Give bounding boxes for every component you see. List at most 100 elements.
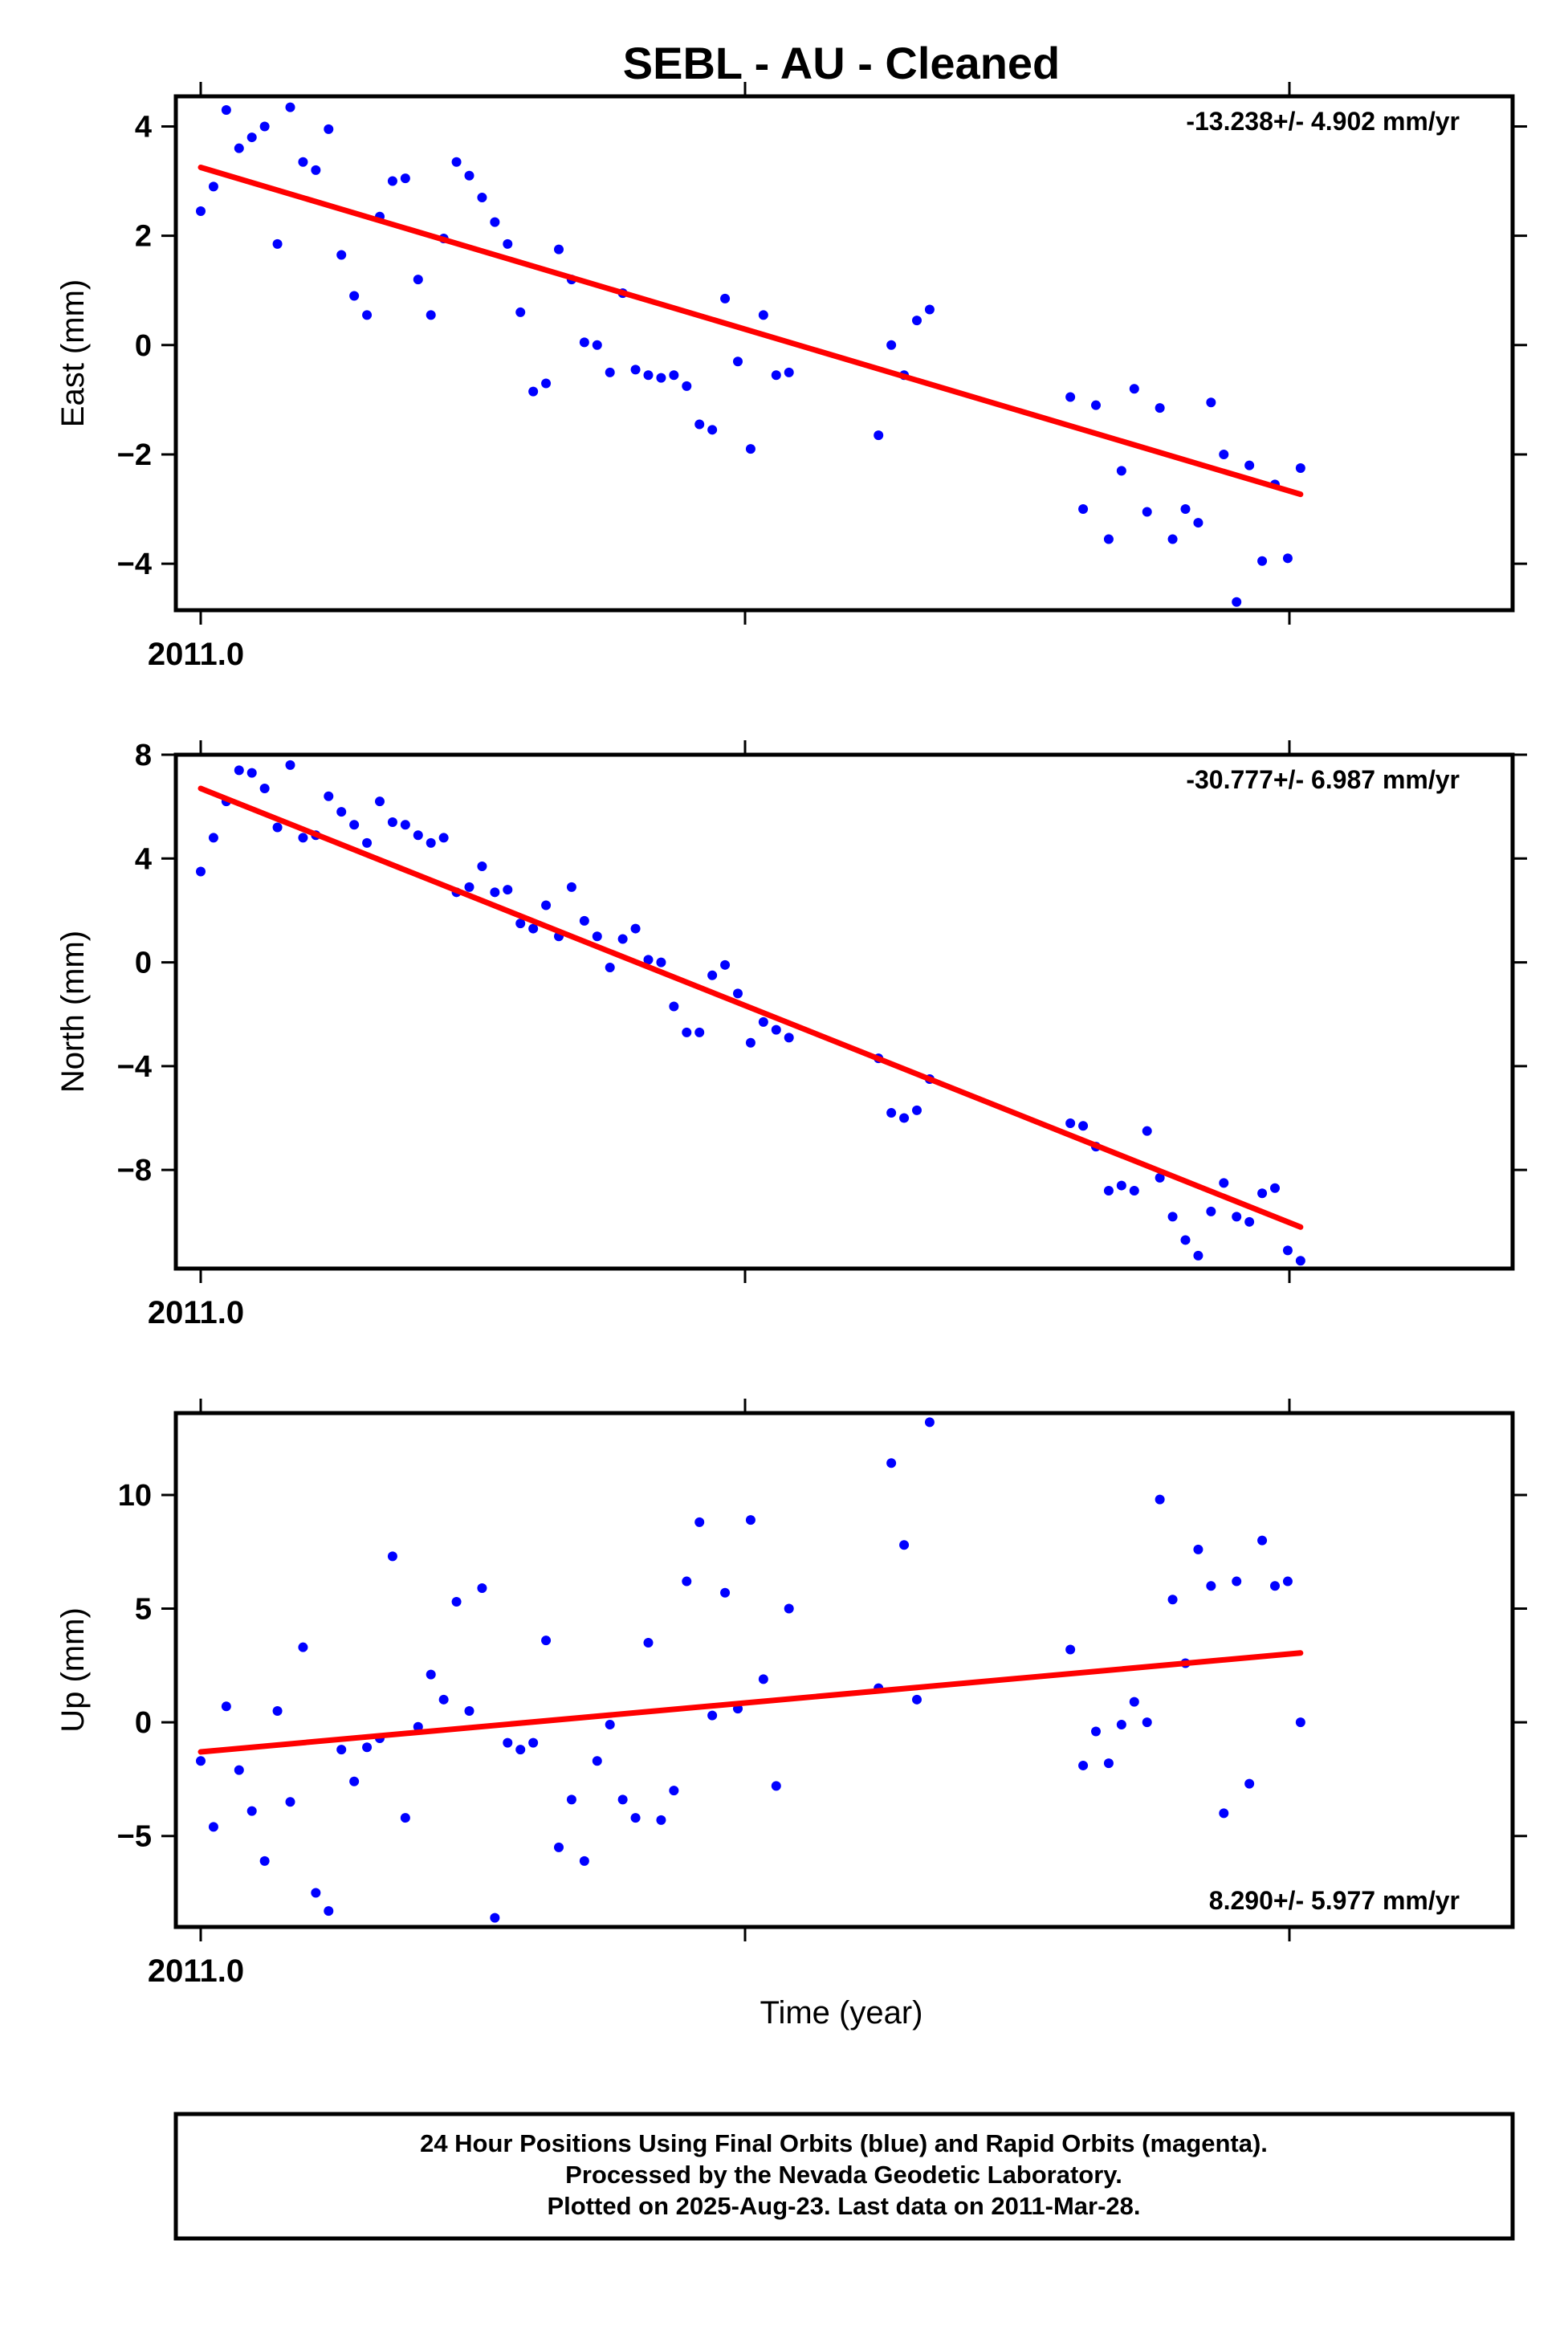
up-data-point <box>515 1745 526 1755</box>
up-data-point <box>438 1694 449 1705</box>
north-data-point <box>630 923 641 934</box>
north-data-point <box>656 957 666 967</box>
north-data-point <box>208 833 218 843</box>
up-data-point <box>1065 1644 1076 1655</box>
up-data-point <box>771 1781 781 1791</box>
east-trend-line <box>198 165 1304 498</box>
east-data-point <box>451 157 462 167</box>
east-data-point <box>259 121 270 132</box>
up-data-point <box>311 1888 321 1898</box>
footer-line-2: Processed by the Nevada Geodetic Laborat… <box>565 2161 1122 2189</box>
north-data-point <box>528 923 539 934</box>
up-data-point <box>234 1765 244 1775</box>
up-data-point <box>554 1842 564 1852</box>
north-data-point <box>1193 1250 1203 1261</box>
up-data-point <box>477 1583 487 1594</box>
east-data-point <box>311 165 321 175</box>
east-data-point <box>1103 534 1114 544</box>
north-data-point <box>490 887 500 898</box>
east-data-point <box>1219 449 1229 459</box>
east-data-point <box>324 124 334 134</box>
north-data-point <box>1295 1256 1305 1266</box>
x-tick-label: 2011.0 <box>148 1953 244 1989</box>
up-data-point <box>1103 1758 1114 1769</box>
up-data-point <box>451 1597 462 1607</box>
up-data-point <box>682 1576 692 1587</box>
east-data-point <box>1129 384 1139 394</box>
north-data-point <box>707 970 718 980</box>
north-data-point <box>758 1016 768 1027</box>
up-data-point <box>707 1710 718 1721</box>
up-data-point <box>285 1797 295 1807</box>
north-data-point <box>784 1033 794 1043</box>
panel-north: 8 4 0 −4 −8 2011.0 North (mm) -30.777+/- 6.987 … <box>55 739 1527 1330</box>
east-data-point <box>1257 556 1268 566</box>
up-data-point <box>720 1587 731 1598</box>
north-data-point <box>1219 1178 1229 1188</box>
north-data-point <box>413 830 423 841</box>
east-data-point <box>1206 397 1216 408</box>
up-data-point <box>541 1635 552 1646</box>
north-data-point <box>720 959 731 970</box>
north-data-point <box>426 837 436 848</box>
east-data-point <box>1232 597 1242 607</box>
east-data-point <box>912 316 922 326</box>
east-data-point <box>196 206 206 216</box>
up-data-point <box>579 1855 589 1866</box>
north-data-point <box>899 1113 910 1123</box>
up-data-point <box>503 1737 513 1748</box>
east-data-point <box>886 340 897 350</box>
north-trend-line <box>198 785 1304 1230</box>
x-tick-label: 2011.0 <box>148 1295 244 1330</box>
up-data-point <box>886 1458 897 1468</box>
north-data-point <box>1270 1183 1280 1193</box>
east-data-point <box>208 181 218 192</box>
north-data-point <box>196 866 206 877</box>
up-data-point <box>400 1813 410 1823</box>
north-data-point <box>771 1024 781 1035</box>
up-data-point <box>912 1694 922 1705</box>
east-data-point <box>362 310 373 320</box>
north-data-point <box>579 915 589 926</box>
up-data-point <box>208 1822 218 1832</box>
north-data-point <box>400 820 410 830</box>
up-data-point <box>745 1515 755 1525</box>
north-data-point <box>682 1027 692 1037</box>
east-data-point <box>720 293 731 303</box>
east-plot-frame <box>173 94 1515 613</box>
north-data-point <box>234 765 244 776</box>
north-data-point <box>503 885 513 895</box>
y-tick-label: 2 <box>135 220 152 254</box>
up-data-point <box>924 1417 935 1428</box>
y-tick-label: −2 <box>117 438 152 472</box>
up-data-point <box>1116 1719 1126 1729</box>
east-data-point <box>477 192 487 202</box>
east-velocity-label: -13.238+/- 4.902 mm/yr <box>1186 107 1460 136</box>
x-tick-label: 2011.0 <box>148 637 244 672</box>
north-data-point <box>694 1027 705 1037</box>
east-data-point <box>464 170 474 181</box>
east-data-point <box>874 430 884 441</box>
footer-box <box>173 2112 1515 2241</box>
north-data-point <box>592 931 602 942</box>
y-tick-label: −4 <box>117 1050 152 1084</box>
up-data-point <box>1167 1595 1178 1605</box>
north-data-point <box>1129 1186 1139 1196</box>
up-plot-frame <box>173 1411 1515 1929</box>
up-data-point <box>464 1705 474 1716</box>
up-data-point <box>566 1794 576 1805</box>
north-data-point <box>362 837 373 848</box>
east-data-point <box>758 310 768 320</box>
north-velocity-label: -30.777+/- 6.987 mm/yr <box>1186 765 1460 794</box>
east-data-point <box>771 370 781 381</box>
up-data-point <box>387 1551 397 1562</box>
north-data-point <box>1103 1186 1114 1196</box>
up-data-point <box>630 1813 641 1823</box>
north-data-point <box>886 1108 897 1118</box>
up-data-point <box>758 1674 768 1684</box>
east-data-point <box>1180 504 1191 515</box>
east-data-point <box>630 365 641 375</box>
up-data-point <box>605 1719 615 1729</box>
up-data-point <box>1270 1581 1280 1591</box>
up-data-point <box>426 1669 436 1680</box>
